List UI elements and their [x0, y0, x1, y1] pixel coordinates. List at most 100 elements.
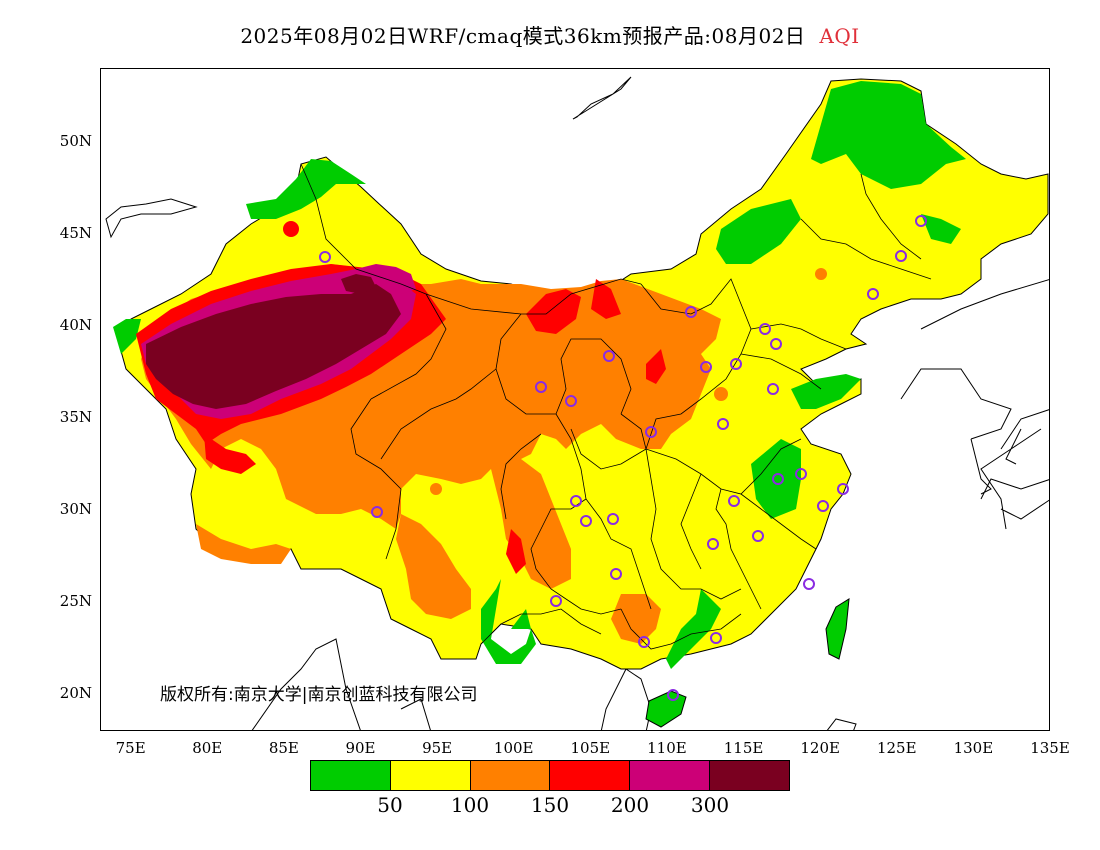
station-marker — [535, 381, 547, 393]
station-marker — [607, 513, 619, 525]
province-boundaries — [300, 163, 932, 650]
legend-swatch — [311, 761, 391, 790]
station-marker — [759, 323, 771, 335]
aqi-spot-orange3 — [815, 268, 827, 280]
lon-tick-label: 115E — [723, 739, 764, 757]
lat-tick-label: 40N — [59, 315, 92, 334]
station-marker — [570, 495, 582, 507]
aqi-region-usg-yunnan — [196, 524, 291, 564]
aqi-region-unhealthy-inner — [591, 279, 621, 319]
station-marker — [707, 538, 719, 550]
legend-swatch — [630, 761, 711, 790]
map-title: 2025年08月02日WRF/cmaq模式36km预报产品:08月02日 AQI — [0, 20, 1100, 49]
aqi-region-good-hainan — [645, 690, 687, 728]
aqi-region-good-xinjiang — [246, 159, 366, 219]
station-marker — [752, 530, 764, 542]
lat-tick-label: 45N — [59, 223, 92, 242]
station-marker — [565, 395, 577, 407]
legend-threshold-label: 300 — [690, 793, 730, 817]
legend-swatch — [710, 761, 789, 790]
legend-swatch — [470, 761, 551, 790]
station-marker — [772, 473, 784, 485]
aqi-region-unhealthy-sichuan — [506, 529, 526, 574]
copyright-text: 版权所有:南京大学|南京创蓝科技有限公司 — [160, 685, 478, 705]
legend-swatch — [390, 761, 471, 790]
lon-tick-label: 130E — [953, 739, 994, 757]
lon-tick-label: 135E — [1030, 739, 1070, 757]
station-marker — [667, 689, 679, 701]
lon-tick-label: 105E — [570, 739, 611, 757]
aqi-region-good-anhui — [751, 439, 801, 519]
station-marker — [371, 506, 383, 518]
lon-tick-label: 95E — [422, 739, 453, 757]
station-marker — [837, 483, 849, 495]
station-marker — [319, 251, 331, 263]
aqi-region-unhealthy-shanxi — [646, 349, 666, 384]
lon-tick-label: 75E — [115, 739, 146, 757]
station-marker — [895, 250, 907, 262]
legend-threshold-label: 150 — [530, 793, 570, 817]
lat-tick-label: 25N — [59, 592, 92, 611]
station-marker — [580, 515, 592, 527]
station-marker — [803, 578, 815, 590]
aqi-region-usg-south — [396, 514, 471, 619]
station-marker — [638, 636, 650, 648]
station-marker — [795, 468, 807, 480]
aqi-region-good-ne3 — [921, 214, 961, 244]
legend-threshold-label: 50 — [377, 793, 403, 817]
lat-tick-label: 50N — [59, 131, 92, 150]
lon-tick-label: 125E — [876, 739, 917, 757]
aqi-region-hazardous — [146, 284, 401, 409]
lon-tick-label: 120E — [800, 739, 840, 757]
legend-threshold-label: 100 — [450, 793, 490, 817]
aqi-spot-orange — [430, 483, 442, 495]
aqi-spot-orange2 — [714, 387, 728, 401]
aqi-region-unhealthy-north — [526, 289, 581, 334]
aqi-region-hazardous-north — [341, 274, 376, 294]
station-marker — [710, 632, 722, 644]
station-marker — [603, 350, 615, 362]
station-marker — [645, 426, 657, 438]
station-marker — [717, 418, 729, 430]
station-marker — [730, 358, 742, 370]
station-marker — [610, 568, 622, 580]
aqi-region-good-northeast — [811, 81, 966, 189]
aqi-region-usg-tibet2 — [391, 419, 446, 454]
aqi-field — [113, 78, 1049, 728]
lat-tick-label: 20N — [59, 684, 92, 703]
aqi-spot-red-xinjiang — [283, 221, 299, 237]
aqi-region-good-taiwan — [825, 598, 850, 660]
lon-tick-label: 110E — [647, 739, 687, 757]
station-marker — [700, 361, 712, 373]
station-marker — [550, 595, 562, 607]
lat-tick-label: 35N — [59, 407, 92, 426]
station-marker — [770, 338, 782, 350]
station-marker — [685, 306, 697, 318]
aqi-region-unhealthy-tibet — [204, 434, 256, 474]
title-variable: AQI — [819, 24, 860, 48]
aqi-region-usg-tibet — [301, 454, 341, 479]
aqi-region-good-guangxi — [666, 589, 721, 669]
aqi-legend-colorbar — [310, 760, 790, 791]
lon-tick-label: 80E — [192, 739, 223, 757]
station-marker — [915, 215, 927, 227]
legend-swatch — [550, 761, 631, 790]
aqi-region-usg-hunan — [611, 594, 661, 644]
station-marker — [767, 383, 779, 395]
aqi-region-good-west — [113, 319, 141, 354]
aqi-region-good-ne2 — [716, 199, 801, 264]
aqi-map — [105, 76, 1049, 730]
lon-tick-label: 100E — [493, 739, 534, 757]
map-frame — [100, 68, 1050, 731]
title-main: 2025年08月02日WRF/cmaq模式36km预报产品:08月02日 — [240, 24, 806, 48]
aqi-region-good-shandong — [791, 374, 861, 409]
aqi-region-good-yunnan — [481, 579, 536, 664]
lat-tick-label: 30N — [59, 500, 92, 518]
station-marker — [728, 495, 740, 507]
neighbor-coastlines — [105, 76, 1049, 730]
station-marker — [867, 288, 879, 300]
lon-tick-label: 90E — [345, 739, 376, 757]
station-marker — [817, 500, 829, 512]
legend-threshold-label: 200 — [610, 793, 650, 817]
station-markers — [319, 215, 927, 701]
